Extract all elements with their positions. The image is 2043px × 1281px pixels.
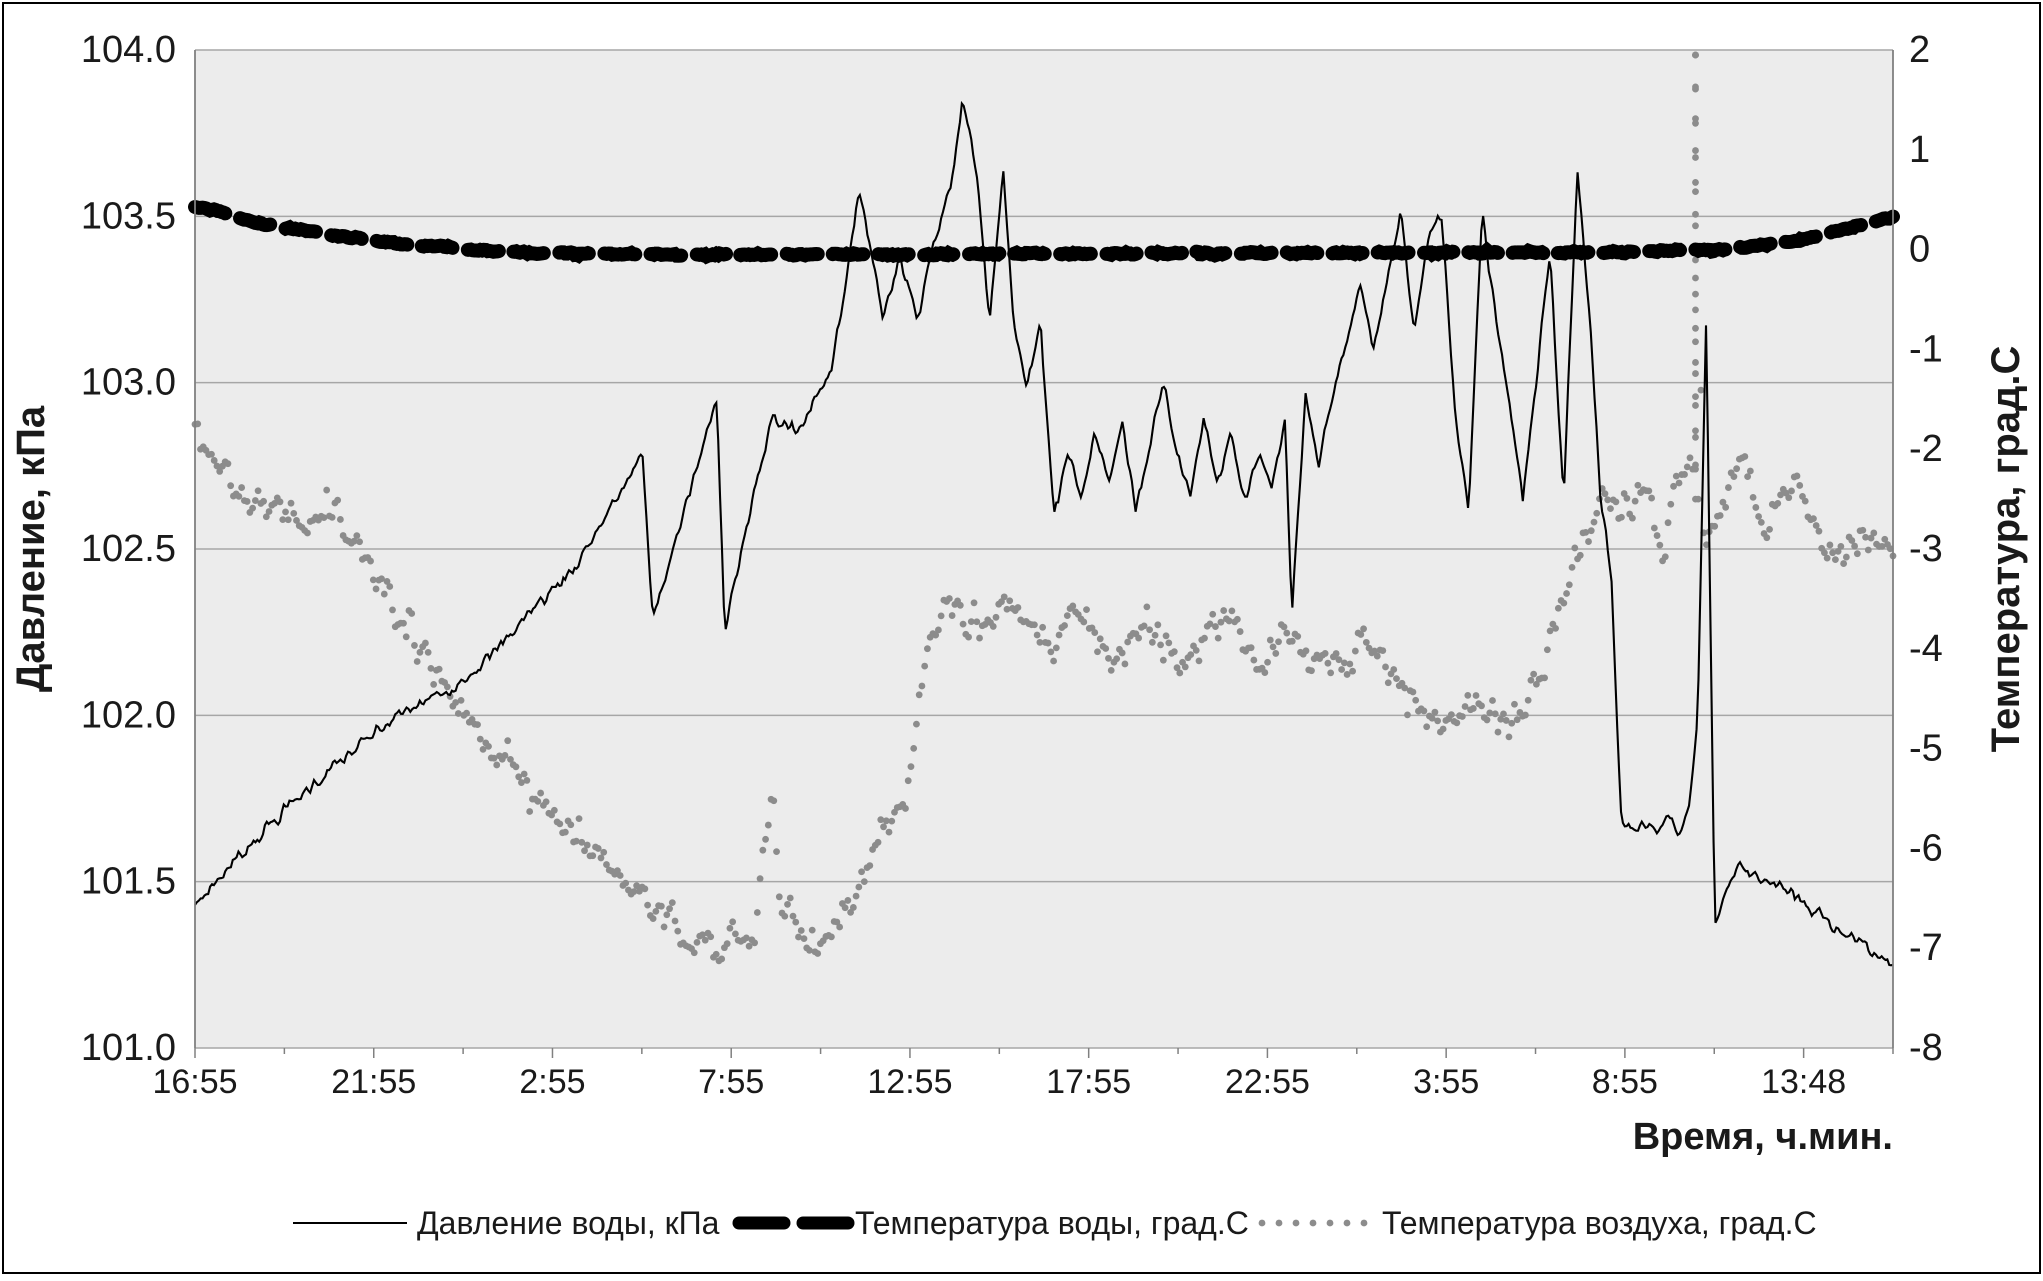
- svg-text:-5: -5: [1909, 728, 1943, 770]
- svg-text:12:55: 12:55: [867, 1063, 952, 1101]
- svg-text:Температура воздуха, град.С: Температура воздуха, град.С: [1382, 1205, 1817, 1241]
- svg-text:-6: -6: [1909, 827, 1943, 869]
- svg-text:8:55: 8:55: [1592, 1063, 1658, 1101]
- svg-text:13:48: 13:48: [1761, 1063, 1846, 1101]
- svg-text:-7: -7: [1909, 927, 1943, 969]
- svg-text:104.0: 104.0: [81, 29, 176, 71]
- svg-text:2: 2: [1909, 29, 1930, 71]
- svg-text:22:55: 22:55: [1225, 1063, 1310, 1101]
- svg-text:102.0: 102.0: [81, 694, 176, 736]
- svg-text:Давление, кПа: Давление, кПа: [9, 405, 53, 692]
- svg-text:2:55: 2:55: [519, 1063, 585, 1101]
- svg-text:17:55: 17:55: [1046, 1063, 1131, 1101]
- svg-text:Температура, град.С: Температура, град.С: [1984, 346, 2028, 753]
- svg-text:7:55: 7:55: [698, 1063, 764, 1101]
- svg-text:103.0: 103.0: [81, 362, 176, 404]
- svg-text:102.5: 102.5: [81, 528, 176, 570]
- svg-text:-8: -8: [1909, 1027, 1943, 1069]
- svg-text:-1: -1: [1909, 328, 1943, 370]
- svg-text:Время, ч.мин.: Время, ч.мин.: [1633, 1116, 1893, 1158]
- svg-text:-3: -3: [1909, 528, 1943, 570]
- svg-text:-2: -2: [1909, 428, 1943, 470]
- svg-text:101.5: 101.5: [81, 861, 176, 903]
- svg-text:0: 0: [1909, 229, 1930, 271]
- svg-text:-4: -4: [1909, 628, 1943, 670]
- svg-text:1: 1: [1909, 129, 1930, 171]
- svg-text:101.0: 101.0: [81, 1027, 176, 1069]
- svg-text:21:55: 21:55: [331, 1063, 416, 1101]
- svg-text:Температура воды, град.С: Температура воды, град.С: [855, 1205, 1249, 1241]
- svg-text:103.5: 103.5: [81, 195, 176, 237]
- svg-text:3:55: 3:55: [1413, 1063, 1479, 1101]
- svg-text:Давление воды, кПа: Давление воды, кПа: [417, 1205, 720, 1241]
